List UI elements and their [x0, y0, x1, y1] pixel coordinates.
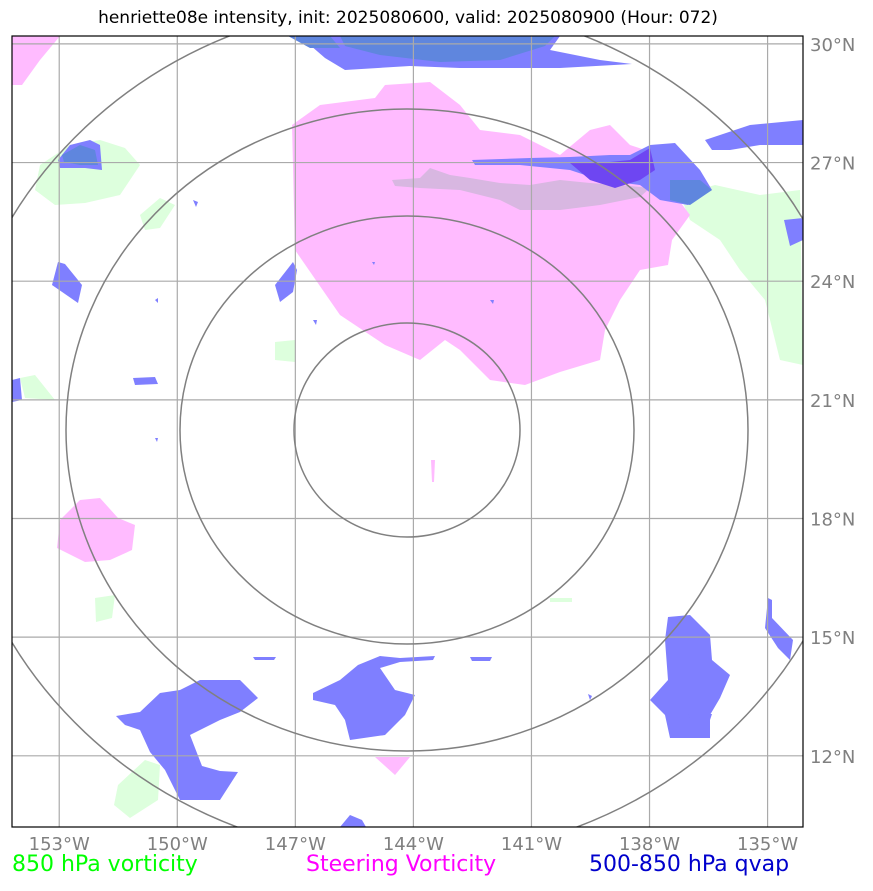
range-ring [65, 108, 749, 752]
vorticity-area [114, 760, 160, 818]
longitude-tick-label: 138°W [619, 834, 680, 855]
longitude-tick-label: 144°W [383, 834, 444, 855]
qvap-area [275, 262, 297, 302]
qvap-area [340, 815, 366, 827]
qvap-area [688, 714, 712, 720]
steering-area [431, 460, 435, 482]
latitude-tick-label: 27°N [810, 154, 855, 175]
qvap-area [490, 300, 494, 304]
latitude-tick-label: 15°N [810, 628, 855, 649]
latitude-tick-label: 24°N [810, 272, 855, 293]
qvap-area [588, 694, 592, 700]
qvap-core-areas [570, 148, 655, 188]
qvap-area [784, 218, 803, 246]
latitude-tick-label: 18°N [810, 510, 855, 531]
latitude-tick-label: 21°N [810, 391, 855, 412]
qvap-area [12, 378, 22, 402]
qvap-area [372, 262, 375, 265]
qvap-area [155, 298, 158, 303]
qvap-area [470, 657, 492, 661]
qvap-area [313, 656, 435, 740]
map-title: henriette08e intensity, init: 2025080600… [98, 8, 718, 28]
steering-area [57, 498, 135, 562]
longitude-labels: 153°W 150°W 147°W 144°W 141°W 138°W 135°W [29, 834, 799, 855]
qvap-area [193, 200, 198, 207]
qvap-area [650, 615, 730, 738]
vorticity-area [20, 375, 55, 400]
qvap-overlap-area [62, 145, 98, 165]
range-ring [179, 215, 635, 645]
qvap-area [705, 120, 803, 150]
qvap-area [155, 438, 158, 442]
legend-850-vorticity: 850 hPa vorticity [12, 852, 198, 877]
qvap-area [52, 262, 82, 303]
longitude-tick-label: 135°W [737, 834, 798, 855]
latitude-tick-label: 12°N [810, 747, 855, 768]
overlap-areas [392, 168, 650, 210]
vorticity-area [275, 340, 295, 362]
map-frame [11, 35, 804, 828]
qvap-area [765, 598, 793, 660]
vorticity-area [680, 185, 803, 365]
vorticity-area [550, 598, 572, 602]
longitude-tick-label: 150°W [147, 834, 208, 855]
latitude-tick-label: 30°N [810, 35, 855, 56]
longitude-tick-label: 141°W [501, 834, 562, 855]
latitude-labels: 30°N 27°N 24°N 21°N 18°N 15°N 12°N [810, 35, 855, 768]
range-rings [12, 36, 803, 827]
steering-area [375, 757, 410, 775]
qvap-overlap-area [288, 36, 340, 48]
gridlines [12, 36, 803, 827]
qvap-area [133, 377, 158, 385]
qvap-overlap-area [670, 180, 712, 205]
vorticity-area [140, 198, 175, 230]
longitude-tick-label: 147°W [265, 834, 326, 855]
qvap-overlap-areas [62, 36, 712, 205]
legend-qvap: 500-850 hPa qvap [589, 852, 790, 877]
qvap-overlap-area [340, 36, 555, 62]
longitude-tick-label: 153°W [29, 834, 90, 855]
legend-steering-vorticity: Steering Vorticity [306, 852, 497, 877]
vorticity-area [95, 595, 115, 622]
qvap-area [313, 320, 317, 325]
range-ring [293, 322, 521, 538]
steering-area [292, 82, 690, 385]
qvap-area [253, 657, 276, 660]
qvap-core-area [570, 148, 655, 188]
overlap-area [392, 168, 650, 210]
qvap-area [116, 680, 258, 800]
steering-area [12, 36, 60, 85]
